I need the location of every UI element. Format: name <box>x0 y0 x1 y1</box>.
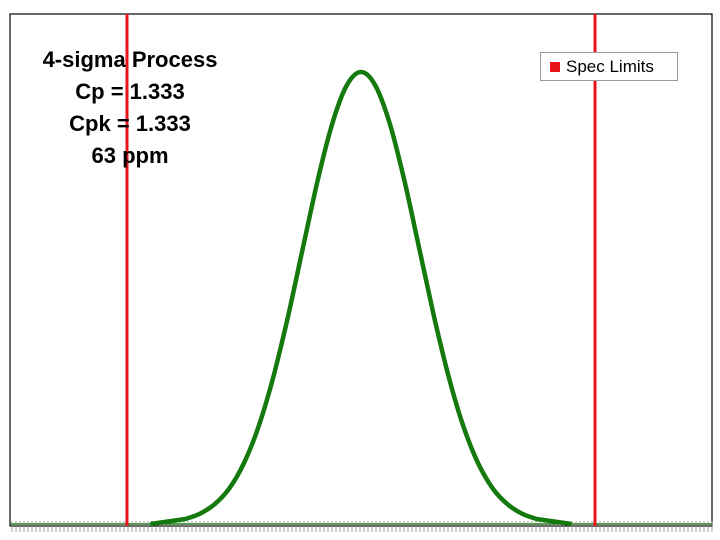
legend-label: Spec Limits <box>566 56 654 76</box>
spec-limit-lines <box>125 14 597 526</box>
distribution-series <box>150 69 572 527</box>
process-annotation: 4-sigma Process Cp = 1.333 Cpk = 1.333 6… <box>20 44 240 172</box>
annotation-line: Cp = 1.333 <box>75 79 185 104</box>
distribution-curve <box>150 69 572 527</box>
annotation-line: Cpk = 1.333 <box>69 111 191 136</box>
legend-swatch <box>550 61 560 72</box>
annotation-line: 63 ppm <box>91 143 169 168</box>
annotation-line: 4-sigma Process <box>42 47 218 72</box>
legend: Spec Limits <box>540 52 678 81</box>
plot-frame <box>9 13 713 527</box>
